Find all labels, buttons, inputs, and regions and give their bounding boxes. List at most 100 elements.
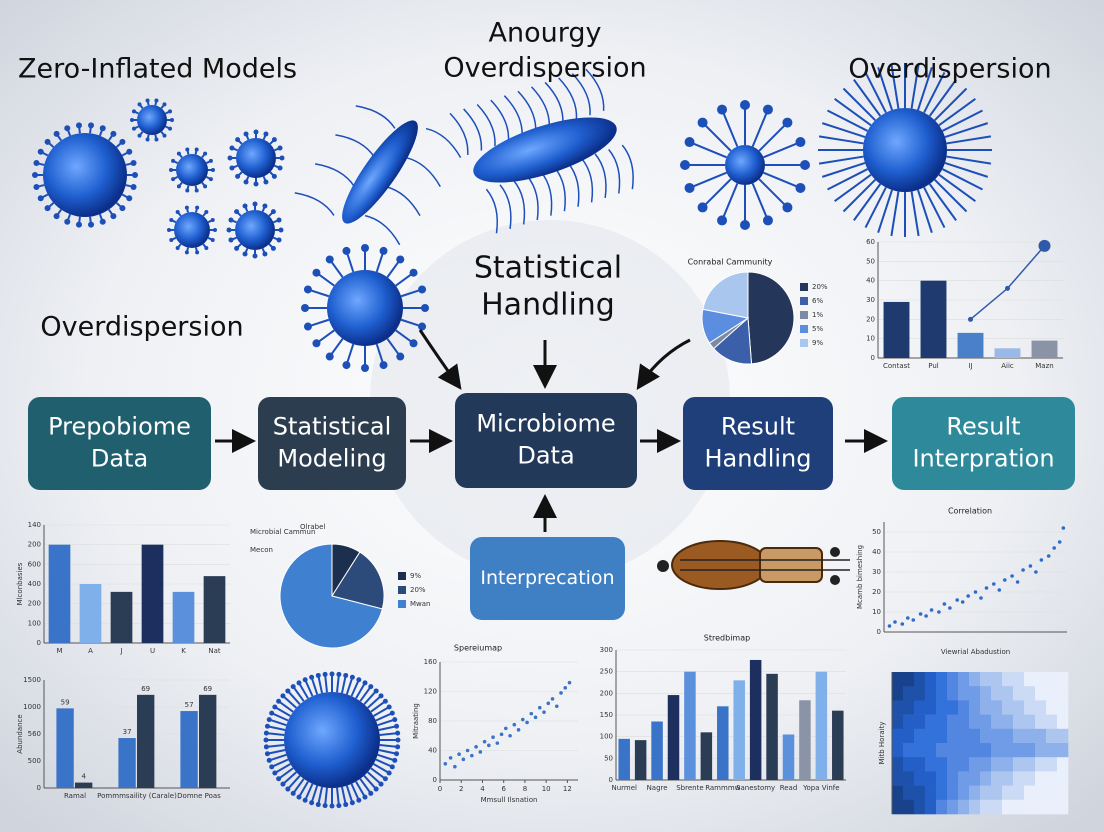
data-label: 4 bbox=[81, 773, 86, 781]
scatter-point bbox=[516, 728, 521, 732]
spike-tip bbox=[263, 730, 269, 736]
y-axis-label: Mitraating bbox=[412, 703, 420, 739]
spike-tip bbox=[53, 213, 60, 220]
spike-tip bbox=[379, 246, 388, 255]
violin-icon bbox=[657, 540, 850, 590]
scatter-point bbox=[474, 745, 478, 749]
line-point bbox=[1038, 239, 1051, 252]
legend-swatch bbox=[800, 297, 808, 305]
spike-tip bbox=[312, 339, 321, 348]
y-tick-label: 150 bbox=[600, 711, 613, 719]
spike-tip bbox=[195, 205, 200, 210]
bar bbox=[141, 544, 164, 643]
spike bbox=[941, 168, 983, 191]
heatmap-cell bbox=[969, 672, 981, 687]
spike bbox=[341, 675, 347, 694]
spike bbox=[864, 186, 887, 228]
spike bbox=[310, 785, 319, 804]
spike bbox=[367, 695, 382, 709]
heatmap-cell bbox=[980, 700, 992, 715]
flagellum bbox=[405, 156, 441, 188]
spike-tip bbox=[362, 680, 368, 686]
y-tick-label: 560 bbox=[28, 730, 41, 738]
spike-tip bbox=[175, 245, 180, 250]
scatter-point bbox=[1010, 574, 1014, 578]
heatmap-cell bbox=[936, 771, 948, 786]
spike bbox=[350, 679, 360, 697]
spike-tip bbox=[75, 221, 82, 228]
y-tick-label: 0 bbox=[37, 639, 41, 647]
spike-tip bbox=[373, 688, 379, 694]
bar bbox=[733, 680, 745, 780]
bar bbox=[199, 694, 217, 788]
spike-tip bbox=[204, 245, 209, 250]
spike-tip bbox=[210, 218, 215, 223]
flagellum bbox=[571, 73, 591, 116]
spike-tip bbox=[795, 137, 806, 148]
spike bbox=[292, 778, 305, 794]
flow-arrows bbox=[215, 329, 888, 532]
spike-tip bbox=[176, 151, 181, 156]
spike-tip bbox=[356, 677, 362, 683]
spike bbox=[818, 135, 864, 145]
spike bbox=[821, 162, 866, 178]
spike bbox=[298, 682, 309, 699]
flow-node-label: Result bbox=[721, 413, 795, 441]
scatter-point bbox=[973, 590, 978, 594]
spike-tip bbox=[33, 160, 40, 167]
chart-title: Spereiumap bbox=[454, 644, 502, 653]
flow-node-label: Data bbox=[517, 442, 574, 470]
y-tick-label: 50 bbox=[866, 257, 875, 265]
bar bbox=[48, 544, 71, 643]
spike bbox=[890, 63, 900, 109]
spike bbox=[355, 682, 366, 699]
heatmap-cell bbox=[958, 714, 970, 730]
x-tick-label: Pommmsaility (Carale) bbox=[97, 792, 177, 800]
heatmap-cell bbox=[1013, 785, 1025, 801]
spike-tip bbox=[382, 776, 388, 782]
heatmap-cell bbox=[914, 700, 926, 715]
scatter-point bbox=[900, 622, 905, 626]
scatter-point bbox=[487, 743, 491, 748]
y-tick-label: 100 bbox=[28, 619, 41, 627]
heatmap-cell bbox=[1013, 771, 1025, 786]
heatmap-cell bbox=[1057, 785, 1069, 801]
scatter-point bbox=[905, 616, 910, 620]
spike-tip bbox=[290, 684, 296, 690]
pie-slice bbox=[279, 543, 383, 649]
y-tick-label: 0 bbox=[609, 776, 613, 784]
heatmap-cell bbox=[980, 714, 992, 730]
spike bbox=[278, 767, 294, 780]
x-tick-label: Aiic bbox=[1001, 362, 1014, 370]
heatmap-cell bbox=[991, 728, 1003, 744]
scatter-point bbox=[495, 741, 500, 745]
spike-tip bbox=[53, 130, 60, 137]
spike-tip bbox=[235, 173, 241, 179]
rod-bacterium bbox=[449, 68, 634, 234]
heatmap-cell bbox=[969, 686, 981, 701]
x-tick-label: Mazn bbox=[1035, 362, 1053, 370]
spike-tip bbox=[276, 776, 282, 782]
heatmap-cell bbox=[925, 672, 937, 687]
heatmap-cell bbox=[980, 686, 992, 701]
spike-tip bbox=[242, 251, 248, 257]
spike-tip bbox=[33, 183, 40, 190]
spike-tip bbox=[684, 182, 695, 193]
heatmap-cell bbox=[1046, 672, 1058, 687]
spike-tip bbox=[175, 210, 180, 215]
legend-label: 9% bbox=[410, 572, 421, 580]
spike-tip bbox=[194, 188, 199, 193]
spike-tip bbox=[137, 133, 142, 138]
scatter-point bbox=[942, 602, 947, 606]
spike-tip bbox=[396, 255, 405, 264]
spike bbox=[689, 141, 727, 159]
heatmap-cell bbox=[947, 757, 959, 772]
spike bbox=[864, 72, 887, 114]
spike bbox=[938, 173, 976, 202]
spike-tip bbox=[203, 151, 208, 156]
spike-tip bbox=[145, 98, 150, 103]
spike-tip bbox=[263, 737, 269, 743]
spike-tip bbox=[418, 322, 427, 331]
heatmap-cell bbox=[969, 743, 981, 758]
